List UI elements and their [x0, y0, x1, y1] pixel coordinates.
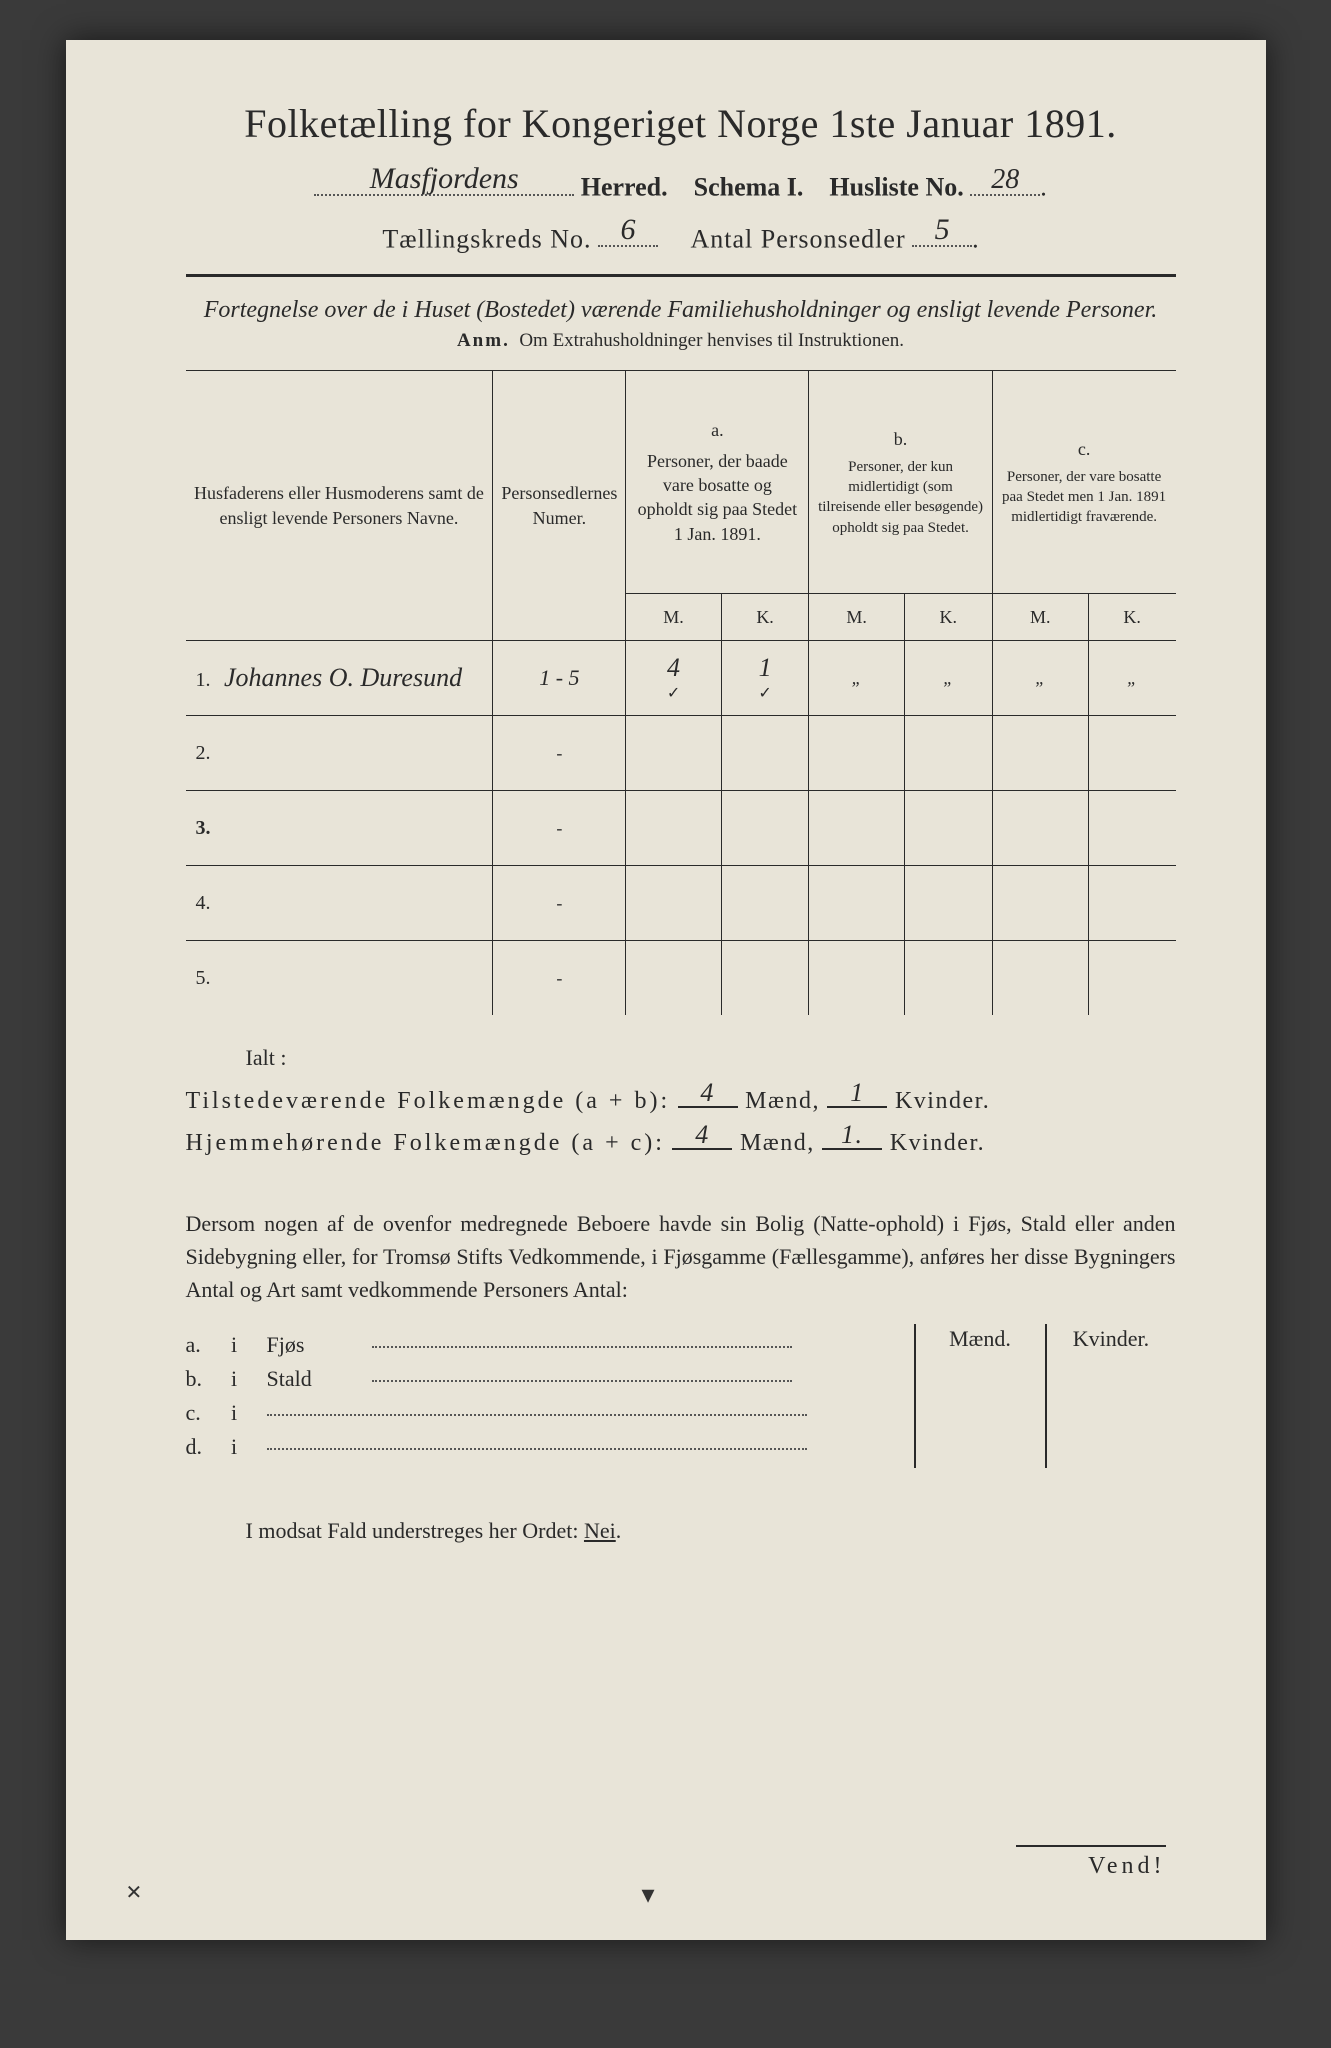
header-line-2: Masfjordens Herred. Schema I. Husliste N… [186, 165, 1176, 203]
herred-label: Herred. [581, 173, 668, 202]
table-row: 5. - [186, 941, 1176, 1016]
col-c-k: K. [1088, 594, 1175, 641]
row-b-k: „ [943, 668, 953, 688]
schema-label: Schema I. [694, 173, 804, 202]
vend-label: Vend! [1016, 1845, 1166, 1880]
antal-no: 5 [935, 213, 950, 247]
hjemme-k: 1. [841, 1120, 864, 1150]
ialt-label: Ialt : [246, 1045, 1176, 1071]
row-a-k: 1 [759, 653, 772, 682]
tick-icon: ✓ [730, 683, 801, 703]
tilstede-m: 4 [700, 1078, 715, 1108]
col-sedler-header: Personsedlernes Numer. [493, 371, 626, 641]
row-c-m: „ [1035, 668, 1045, 688]
herred-value: Masfjordens [370, 162, 519, 196]
col-a-header: a. Personer, der baade vare bosatte og o… [626, 371, 809, 594]
col-b-k: K. [904, 594, 992, 641]
hjemme-line: Hjemmehørende Folkemængde (a + c): 4 Mæn… [186, 1119, 1176, 1157]
husliste-no: 28 [991, 164, 1019, 196]
row-name: Johannes O. Duresund [224, 663, 462, 692]
row-num: 1. [196, 669, 220, 692]
nei-word: Nei [584, 1518, 616, 1543]
center-mark-icon: ▾ [642, 1880, 655, 1910]
col-a-k: K. [721, 594, 809, 641]
col-a-m: M. [626, 594, 721, 641]
subtitle: Fortegnelse over de i Huset (Bostedet) v… [186, 297, 1176, 324]
page-title: Folketælling for Kongeriget Norge 1ste J… [186, 100, 1176, 147]
anm-label: Anm. [457, 330, 510, 351]
side-row: d. i [186, 1434, 914, 1460]
side-row: a. i Fjøs [186, 1332, 914, 1358]
anm-line: Anm. Om Extrahusholdninger henvises til … [186, 330, 1176, 352]
para-text: Dersom nogen af de ovenfor medregnede Be… [186, 1207, 1176, 1306]
side-row: b. i Stald [186, 1366, 914, 1392]
kreds-label: Tællingskreds No. [382, 224, 591, 253]
side-row: c. i [186, 1400, 914, 1426]
col-b-m: M. [809, 594, 904, 641]
tick-icon: ✓ [634, 683, 712, 703]
row-c-k: „ [1127, 668, 1137, 688]
census-form-page: Folketælling for Kongeriget Norge 1ste J… [66, 40, 1266, 1940]
table-row: 4. - [186, 866, 1176, 941]
col-names-header: Husfaderens eller Husmoderens samt de en… [186, 371, 493, 641]
nei-line: I modsat Fald understreges her Ordet: Ne… [246, 1518, 1176, 1544]
col-c-header: c. Personer, der vare bosatte paa Stedet… [992, 371, 1175, 594]
side-table: a. i Fjøs b. i Stald c. i d. i [186, 1324, 1176, 1468]
side-maend: Mænd. [916, 1324, 1047, 1468]
divider [186, 274, 1176, 277]
row-a-m: 4 [667, 653, 680, 682]
table-row: 2. - [186, 716, 1176, 791]
tilstede-line: Tilstedeværende Folkemængde (a + b): 4 M… [186, 1077, 1176, 1115]
row-sedler: 1 - 5 [539, 665, 579, 690]
anm-text: Om Extrahusholdninger henvises til Instr… [519, 330, 904, 351]
tilstede-k: 1 [850, 1078, 865, 1108]
side-right: Mænd. Kvinder. [914, 1324, 1176, 1468]
side-left: a. i Fjøs b. i Stald c. i d. i [186, 1324, 914, 1468]
antal-label: Antal Personsedler [690, 224, 905, 253]
corner-mark-icon: ✕ [126, 1880, 143, 1905]
side-kvinder: Kvinder. [1047, 1324, 1176, 1468]
hjemme-m: 4 [695, 1120, 710, 1150]
main-table: Husfaderens eller Husmoderens samt de en… [186, 370, 1176, 1015]
husliste-label: Husliste No. [829, 173, 963, 202]
kreds-no: 6 [620, 213, 635, 247]
table-row: 1. Johannes O. Duresund 1 - 5 4 ✓ 1 ✓ „ … [186, 641, 1176, 716]
table-row: 3. - [186, 791, 1176, 866]
col-b-header: b. Personer, der kun midlertidigt (som t… [809, 371, 992, 594]
header-line-3: Tællingskreds No. 6 Antal Personsedler 5… [186, 217, 1176, 255]
row-b-m: „ [852, 668, 862, 688]
col-c-m: M. [992, 594, 1088, 641]
